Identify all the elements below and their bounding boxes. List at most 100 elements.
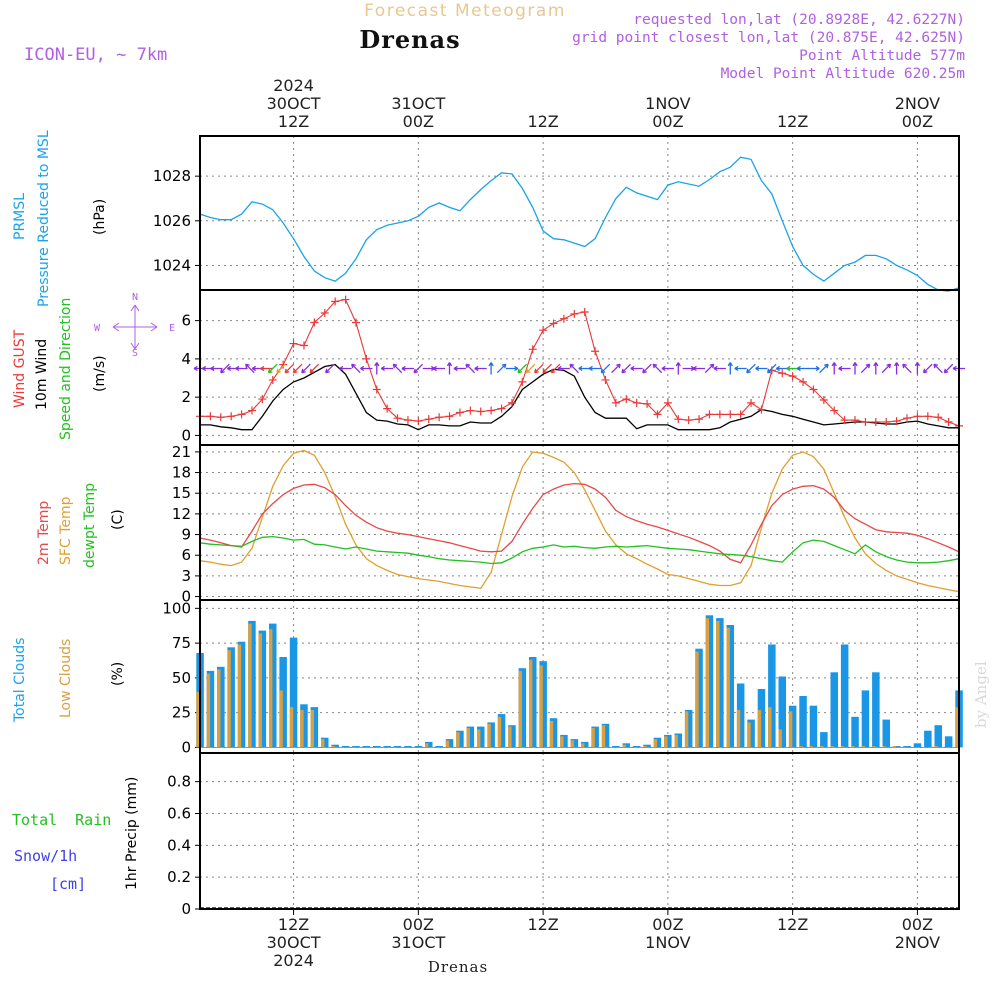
y-tick-label: 1026 [153, 212, 191, 230]
total-cloud-bar [612, 746, 620, 748]
label-low-clouds: Low Clouds [58, 639, 74, 718]
wind-direction-arrow [588, 365, 602, 372]
total-cloud-bar [362, 746, 371, 748]
time-label-top: 31OCT [391, 94, 445, 113]
low-cloud-bar [830, 746, 834, 748]
wind-direction-arrow [550, 363, 561, 374]
wind-direction-arrow [432, 365, 446, 372]
wind-direction-arrow [517, 363, 528, 374]
wind-direction-arrow [534, 363, 544, 374]
gust-point [601, 375, 610, 384]
low-cloud-bar [206, 673, 211, 748]
total-cloud-bar [747, 719, 755, 748]
compass-w: W [94, 323, 101, 334]
gust-point [580, 308, 589, 317]
label-total: Total [12, 811, 57, 829]
total-cloud-bar [445, 739, 454, 748]
panel-frame [199, 135, 960, 291]
grid-lines [200, 136, 959, 910]
wind-direction-arrow [933, 363, 943, 374]
total-cloud-bar [674, 733, 682, 748]
total-cloud-bar [830, 672, 838, 748]
wind-direction-arrow [766, 363, 777, 374]
footer-station: Drenas [428, 958, 488, 976]
gust-point [747, 398, 756, 407]
total-cloud-bar [560, 734, 568, 748]
wind-direction-arrow [210, 365, 223, 372]
low-cloud-bar [716, 620, 720, 748]
gridpoint-coords: grid point closest lon,lat (20.875E, 42.… [572, 30, 965, 46]
total-cloud-bar [944, 736, 953, 748]
label-prmsl-unit: (hPa) [92, 199, 108, 235]
gust-point [528, 345, 537, 354]
low-cloud-bar [851, 746, 855, 748]
label-prmsl: PRMSL [12, 193, 28, 240]
wind-direction-arrow [284, 363, 295, 374]
y-tick-label: 0 [181, 900, 191, 918]
model-label: ICON-EU, ~ 7km [24, 45, 167, 65]
total-cloud-bar [705, 615, 714, 748]
panel-pressure: 1024 1026 1028 [153, 156, 960, 292]
low-cloud-bar [788, 711, 793, 748]
wind-direction-arrow [713, 365, 726, 372]
total-cloud-bar [581, 741, 589, 748]
y-tick-label: 6 [181, 546, 191, 564]
wind-direction-arrow [873, 362, 879, 375]
total-cloud-bar [799, 696, 807, 748]
time-label-top: 12Z [777, 112, 808, 131]
panel-frame [199, 444, 960, 601]
total-cloud-bar [373, 746, 381, 748]
wind-direction-arrow [819, 363, 829, 374]
gust-point [476, 407, 485, 416]
model-altitude: Model Point Altitude 620.25m [721, 66, 966, 82]
gust-point [705, 410, 714, 419]
wind-direction-arrow [309, 363, 320, 374]
station-title: Drenas [359, 25, 460, 54]
low-cloud-bar [768, 707, 772, 748]
gust-point [871, 418, 880, 427]
low-cloud-bar [518, 670, 522, 748]
time-label-bottom: 31OCT [391, 933, 445, 952]
wind-direction-arrow [360, 365, 373, 372]
label-wind: 10m Wind [34, 339, 50, 410]
low-cloud-bar [955, 707, 959, 748]
gust-point [611, 398, 620, 407]
low-cloud-bar [227, 650, 231, 748]
gust-point [653, 410, 662, 419]
wind-direction-arrow [474, 365, 487, 372]
total-cloud-bar [331, 744, 339, 748]
low-cloud-bar [695, 651, 699, 748]
label-cloud-unit: (%) [110, 662, 126, 686]
label-t2m: 2m Temp [36, 501, 52, 565]
time-label-top: 12Z [527, 112, 558, 131]
gust-point [497, 404, 506, 413]
y-tick-label: 18 [172, 464, 191, 482]
low-cloud-bar [196, 691, 200, 748]
wind-direction-arrow [943, 363, 954, 374]
gust-point [830, 406, 839, 415]
total-cloud-bar [217, 666, 225, 748]
wind-direction-arrow [692, 365, 706, 372]
total-cloud-bar [466, 726, 475, 748]
y-tick-label: 9 [181, 526, 191, 544]
gust-point [923, 412, 932, 421]
label-sfc: SFC Temp [58, 496, 74, 565]
low-cloud-bar [778, 729, 782, 748]
total-cloud-bar [632, 746, 641, 748]
wind-direction-arrow [746, 363, 756, 374]
panel-temp: 0 3 6 9 12 15 18 21 [172, 443, 960, 606]
time-label-bottom: 30OCT [267, 933, 321, 952]
gust-point [695, 415, 704, 424]
wind-direction-arrow [775, 365, 789, 372]
y-tick-label: 0.2 [167, 868, 191, 886]
gust-point [247, 406, 256, 415]
gust-point [341, 295, 350, 304]
gust-point [788, 372, 797, 381]
wind-direction-arrow [220, 363, 230, 374]
total-cloud-bar [778, 676, 786, 748]
total-cloud-bar [237, 641, 246, 748]
gust-point [559, 314, 568, 323]
total-cloud-bar [872, 672, 880, 748]
wind-direction-arrow [569, 363, 579, 374]
wind-direction-arrow [301, 363, 311, 374]
